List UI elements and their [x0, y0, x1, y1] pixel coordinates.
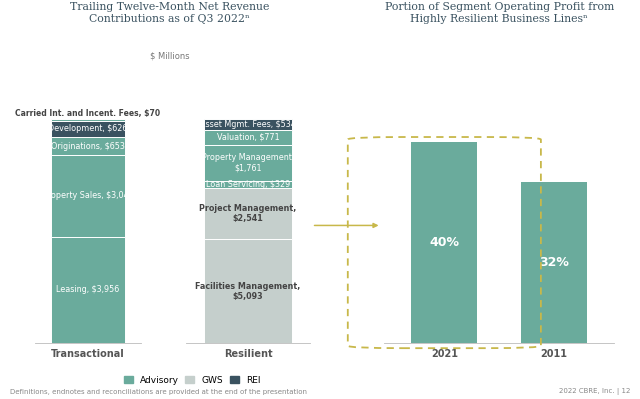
- FancyArrowPatch shape: [314, 223, 377, 227]
- Text: Trailing Twelve-Month Net Revenue
Contributions as of Q3 2022ⁿ: Trailing Twelve-Month Net Revenue Contri…: [70, 2, 269, 24]
- Text: Property Management,
$1,761: Property Management, $1,761: [202, 154, 294, 173]
- Text: Facilities Management,
$5,093: Facilities Management, $5,093: [195, 282, 301, 301]
- Text: Loan Servicing, $329: Loan Servicing, $329: [206, 180, 290, 189]
- Text: Development, $626: Development, $626: [48, 124, 128, 134]
- Text: Carried Int. and Incent. Fees, $70: Carried Int. and Incent. Fees, $70: [15, 109, 161, 118]
- Bar: [51, 155, 125, 237]
- Text: 2022 CBRE, Inc. | 12: 2022 CBRE, Inc. | 12: [559, 388, 630, 395]
- Bar: [51, 119, 125, 120]
- Bar: [204, 119, 292, 130]
- Text: Project Management,
$2,541: Project Management, $2,541: [200, 204, 296, 223]
- Bar: [204, 130, 292, 145]
- Text: Leasing, $3,956: Leasing, $3,956: [56, 286, 120, 294]
- Text: Portion of Segment Operating Profit from
Highly Resilient Business Linesⁿ: Portion of Segment Operating Profit from…: [385, 2, 614, 24]
- Bar: [521, 182, 587, 343]
- Text: Definitions, endnotes and reconciliations are provided at the end of the present: Definitions, endnotes and reconciliation…: [10, 389, 307, 395]
- Bar: [204, 181, 292, 188]
- Text: Property Sales, $3,048: Property Sales, $3,048: [43, 192, 133, 200]
- Bar: [51, 137, 125, 155]
- Text: Asset Mgmt. Fees, $534: Asset Mgmt. Fees, $534: [200, 120, 296, 128]
- Legend: Advisory, GWS, REI: Advisory, GWS, REI: [124, 375, 260, 385]
- Bar: [204, 188, 292, 239]
- Text: Originations, $653: Originations, $653: [51, 142, 125, 151]
- Bar: [51, 237, 125, 343]
- Text: 40%: 40%: [429, 236, 460, 249]
- Bar: [204, 145, 292, 181]
- Bar: [204, 239, 292, 343]
- Text: Valuation, $771: Valuation, $771: [217, 133, 279, 142]
- Bar: [412, 142, 477, 343]
- Bar: [51, 120, 125, 137]
- Text: 32%: 32%: [539, 256, 569, 269]
- Text: $ Millions: $ Millions: [150, 52, 189, 61]
